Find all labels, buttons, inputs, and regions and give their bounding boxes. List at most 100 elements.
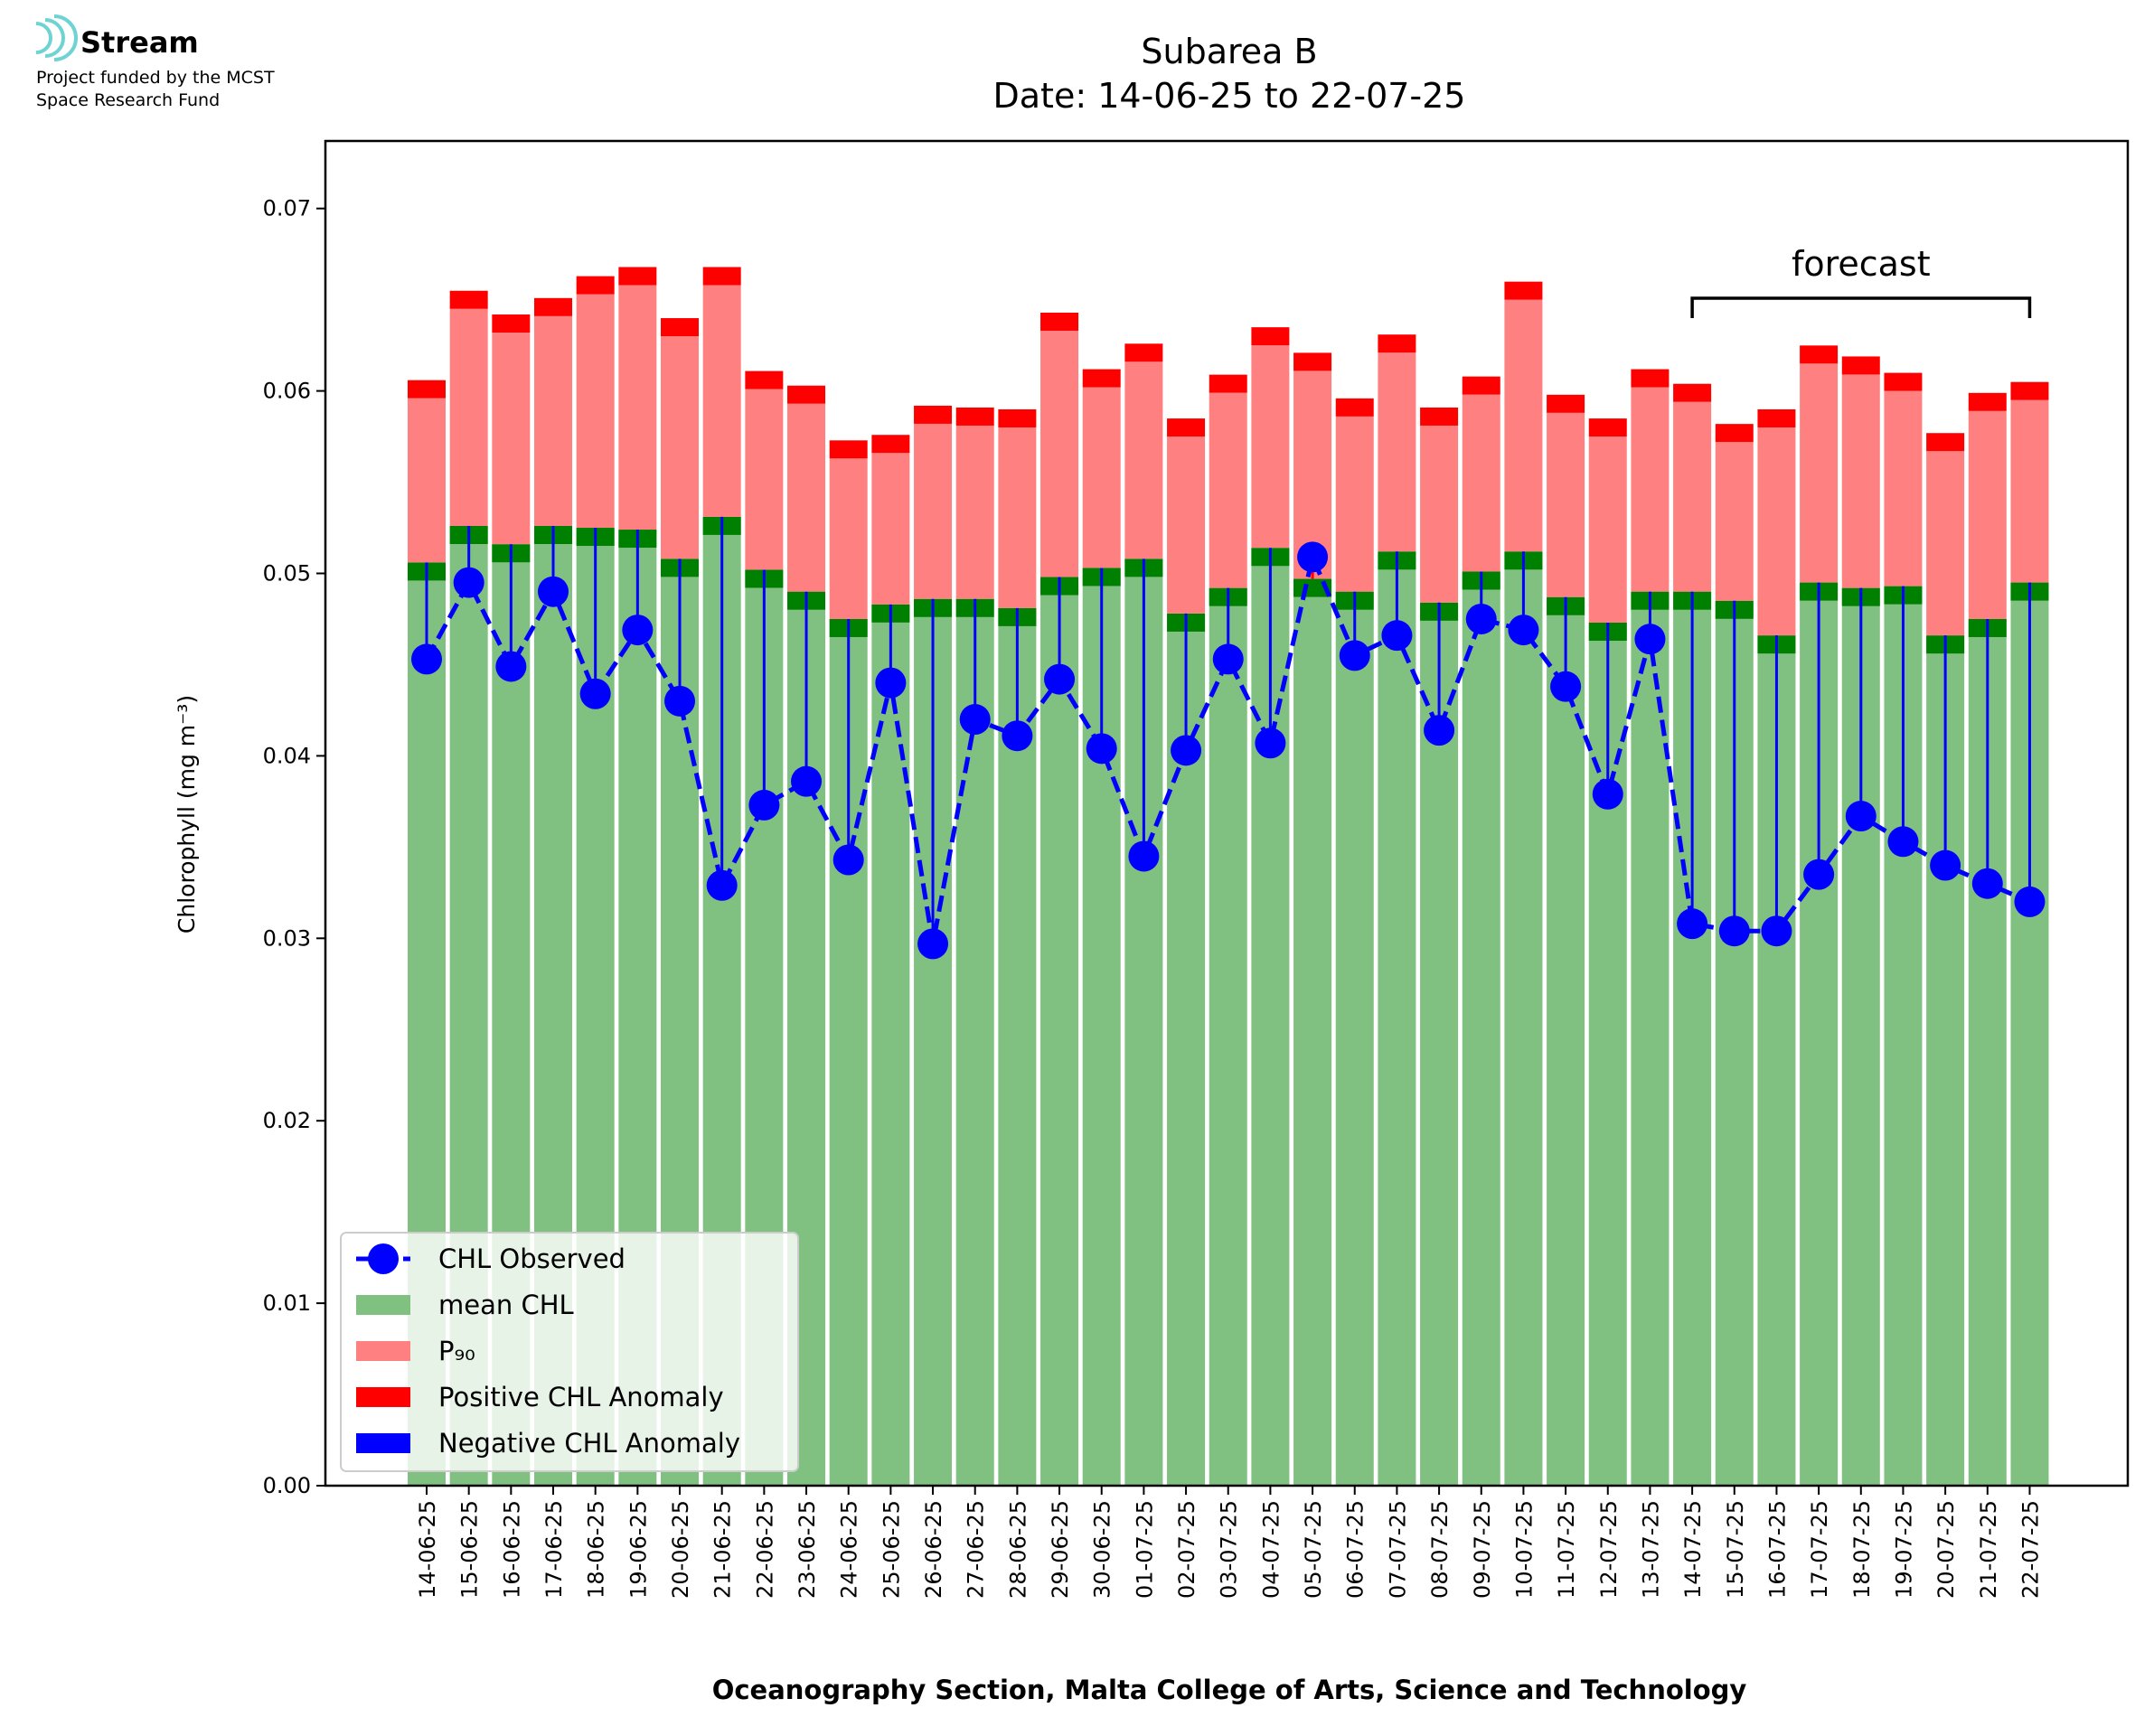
observed-point [1508, 615, 1539, 646]
observed-point [1339, 640, 1370, 671]
p90-bar [1588, 436, 1627, 624]
y-axis-label: Chlorophyll (mg m⁻³) [174, 695, 200, 934]
p90-bar [1335, 416, 1374, 592]
p90-bar [829, 458, 868, 619]
legend-label: P₉₀ [438, 1336, 475, 1366]
p90-bar [1841, 374, 1880, 588]
positive-anomaly-marker [1251, 327, 1290, 346]
p90-bar [1082, 387, 1121, 568]
p90-bar [955, 425, 994, 599]
positive-anomaly-marker [829, 440, 868, 459]
positive-anomaly-marker [2010, 381, 2049, 400]
x-tick-label: 26-06-25 [921, 1500, 946, 1599]
observed-point [791, 765, 823, 797]
positive-anomaly-marker [1167, 418, 1206, 437]
positive-anomaly-marker [449, 290, 488, 309]
x-tick-label: 11-07-25 [1554, 1500, 1579, 1599]
y-tick-label: 0.05 [263, 561, 311, 586]
x-tick-label: 28-06-25 [1005, 1500, 1030, 1599]
p90-bar [702, 285, 741, 517]
mean-bar [1209, 587, 1247, 1486]
x-tick-label: 07-07-25 [1385, 1500, 1410, 1599]
positive-anomaly-marker [1884, 372, 1923, 391]
x-tick-label: 16-06-25 [499, 1500, 524, 1599]
chart-subtitle: Date: 14-06-25 to 22-07-25 [993, 76, 1466, 116]
observed-point [1424, 715, 1455, 746]
x-tick-label: 01-07-25 [1132, 1500, 1157, 1599]
observed-point [1930, 849, 1961, 881]
p90-bar [618, 285, 657, 530]
observed-point [538, 576, 569, 607]
p90-bar [745, 389, 784, 570]
observed-point [1297, 541, 1329, 573]
positive-anomaly-marker [787, 385, 826, 404]
mean-bar [1504, 551, 1543, 1486]
logo-text: Project funded by the MCST [36, 68, 275, 88]
observed-point [622, 615, 654, 646]
x-tick-label: 02-07-25 [1174, 1500, 1199, 1599]
positive-anomaly-marker [914, 405, 953, 424]
p90-bar [1040, 330, 1079, 577]
p90-bar [492, 332, 531, 545]
logo: Stream Project funded by the MCST Space … [35, 14, 275, 110]
positive-anomaly-marker [407, 380, 447, 399]
positive-anomaly-marker [1209, 374, 1247, 393]
observed-point [917, 928, 949, 960]
positive-anomaly-marker [618, 267, 657, 286]
positive-anomaly-marker [1462, 376, 1500, 395]
positive-anomaly-marker [955, 407, 994, 426]
p90-bar [534, 315, 573, 527]
observed-point [1761, 915, 1792, 947]
p90-bar [1968, 410, 2007, 619]
p90-bar [1378, 352, 1416, 552]
p90-bar [871, 453, 910, 605]
positive-anomaly-marker [1968, 392, 2007, 411]
x-tick-label: 13-07-25 [1638, 1500, 1663, 1599]
x-tick-label: 03-07-25 [1217, 1500, 1242, 1599]
p90-bar [407, 398, 447, 563]
observed-point [1677, 908, 1708, 940]
positive-anomaly-marker [534, 297, 573, 316]
positive-anomaly-marker [1631, 369, 1670, 388]
mean-bar [1547, 596, 1585, 1486]
positive-anomaly-marker [1082, 369, 1121, 388]
x-tick-label: 18-07-25 [1849, 1500, 1875, 1599]
observed-point [959, 704, 991, 736]
p90-bar [1124, 361, 1163, 559]
p90-bar [1926, 451, 1965, 636]
legend-label: mean CHL [438, 1290, 574, 1320]
logo-text: Space Research Fund [36, 90, 220, 110]
p90-bar [1251, 345, 1290, 549]
p90-bar [1420, 425, 1459, 603]
p90-bar [1757, 427, 1796, 636]
p90-bar [1547, 412, 1585, 597]
legend-swatch [356, 1295, 410, 1315]
positive-anomaly-marker [1715, 424, 1754, 443]
observed-point [453, 567, 484, 598]
p90-bar [449, 308, 488, 527]
p90-bar [2010, 399, 2049, 583]
p90-bar [998, 427, 1037, 608]
y-tick-label: 0.02 [263, 1108, 311, 1133]
x-tick-label: 22-06-25 [752, 1500, 777, 1599]
mean-bar [1335, 591, 1374, 1486]
observed-point [1550, 671, 1582, 702]
positive-anomaly-marker [1841, 356, 1880, 375]
p90-bar [1462, 394, 1500, 572]
observed-point [832, 844, 864, 876]
x-tick-label: 19-07-25 [1891, 1500, 1916, 1599]
mean-bar [1378, 551, 1416, 1486]
observed-point [1592, 778, 1623, 810]
y-tick-label: 0.04 [263, 743, 311, 768]
x-tick-label: 27-06-25 [964, 1500, 989, 1599]
x-axis-label: Oceanography Section, Malta College of A… [712, 1675, 1747, 1705]
observed-point [1086, 733, 1117, 765]
positive-anomaly-marker [1293, 352, 1332, 371]
x-tick-label: 08-07-25 [1427, 1500, 1453, 1599]
positive-anomaly-marker [1040, 312, 1079, 331]
x-tick-label: 05-07-25 [1301, 1500, 1326, 1599]
y-tick-label: 0.06 [263, 379, 311, 404]
legend-swatch [368, 1243, 399, 1274]
positive-anomaly-marker [661, 318, 700, 337]
